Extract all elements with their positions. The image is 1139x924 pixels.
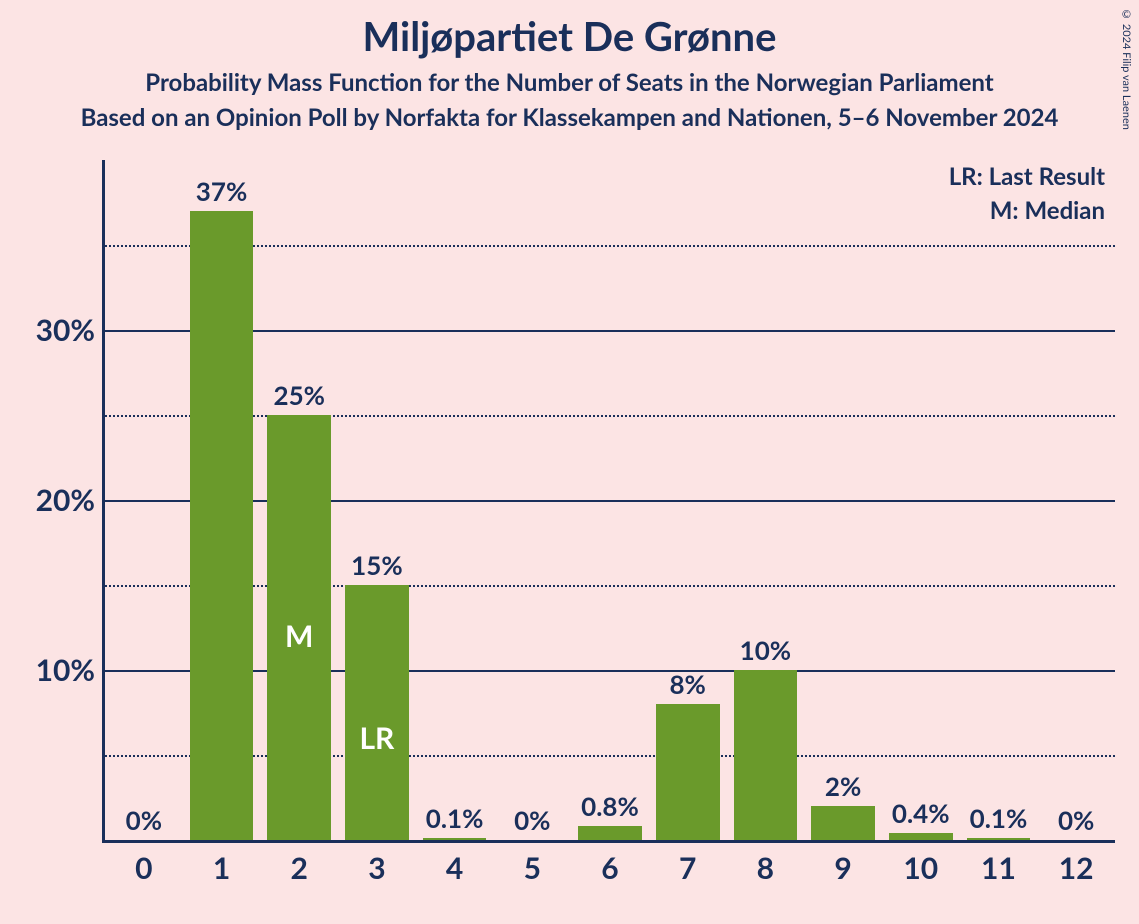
bar: 0.1%: [423, 838, 487, 840]
legend-last-result: LR: Last Result: [949, 162, 1105, 191]
bar: 0.4%: [889, 833, 953, 840]
bar-value-label: 25%: [273, 379, 324, 411]
copyright-text: © 2024 Filip van Laenen: [1120, 8, 1133, 130]
bar-value-label: 8%: [669, 668, 705, 700]
bar: 0.1%: [967, 838, 1031, 840]
bar-value-label: 37%: [196, 175, 247, 207]
x-axis-label: 3: [368, 850, 385, 886]
bar-value-label: 0.1%: [970, 802, 1028, 834]
y-axis-label: 30%: [36, 312, 95, 348]
bar-value-label: 2%: [825, 770, 861, 802]
x-axis-label: 2: [291, 850, 308, 886]
bar-value-label: 15%: [351, 549, 402, 581]
x-axis-label: 9: [834, 850, 851, 886]
grid-minor-line: [105, 585, 1115, 587]
x-axis-label: 6: [601, 850, 618, 886]
grid-major-line: [105, 670, 1115, 672]
bar: 0.8%: [578, 826, 642, 840]
bar: 2%: [811, 806, 875, 840]
bar-annotation: M: [285, 618, 313, 654]
bar: 15%: [345, 585, 409, 840]
chart-plot-area: LR: Last Result M: Median 10%20%30%0%037…: [105, 160, 1115, 840]
x-axis-label: 4: [446, 850, 463, 886]
grid-minor-line: [105, 245, 1115, 247]
grid-minor-line: [105, 415, 1115, 417]
grid-major-line: [105, 500, 1115, 502]
x-axis-label: 12: [1059, 850, 1094, 886]
x-axis-label: 7: [679, 850, 696, 886]
bar-value-label: 0%: [514, 804, 550, 836]
bar-value-label: 0%: [126, 804, 162, 836]
chart-subtitle-2: Based on an Opinion Poll by Norfakta for…: [0, 103, 1139, 132]
bar-value-label: 0.8%: [581, 790, 639, 822]
y-axis-label: 20%: [36, 482, 95, 518]
y-axis-label: 10%: [36, 652, 95, 688]
x-axis-label: 8: [757, 850, 774, 886]
bar: 10%: [734, 670, 798, 840]
x-axis-label: 1: [213, 850, 230, 886]
y-axis-line: [102, 160, 105, 843]
chart-subtitle-1: Probability Mass Function for the Number…: [0, 68, 1139, 97]
bar: 37%: [190, 211, 254, 840]
bar: 8%: [656, 704, 720, 840]
grid-major-line: [105, 330, 1115, 332]
bar-annotation: LR: [359, 720, 394, 756]
x-axis-label: 10: [903, 850, 938, 886]
legend-median: M: Median: [990, 196, 1105, 225]
bar-value-label: 10%: [740, 634, 791, 666]
chart-title: Miljøpartiet De Grønne: [0, 0, 1139, 60]
grid-minor-line: [105, 755, 1115, 757]
x-axis-line: [105, 840, 1115, 843]
x-axis-label: 11: [981, 850, 1016, 886]
bar-value-label: 0%: [1058, 804, 1094, 836]
bar-value-label: 0.4%: [892, 797, 950, 829]
x-axis-label: 5: [524, 850, 541, 886]
x-axis-label: 0: [135, 850, 152, 886]
bar-value-label: 0.1%: [426, 802, 484, 834]
